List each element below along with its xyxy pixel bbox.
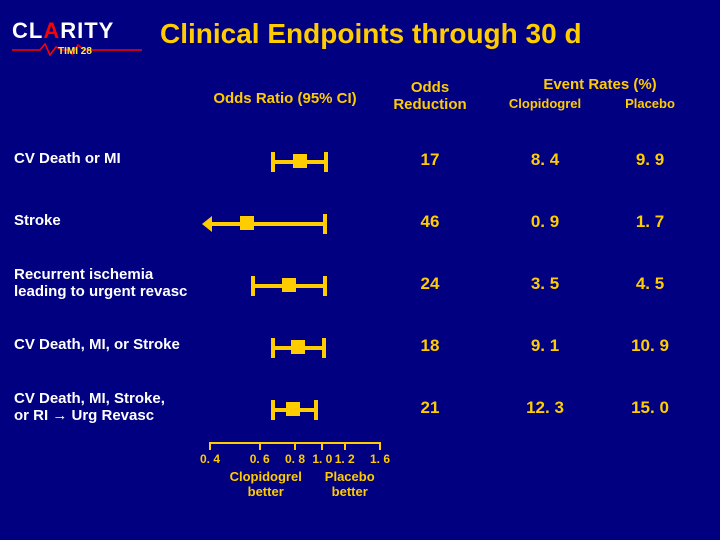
forest-plot bbox=[210, 316, 380, 378]
axis-tick bbox=[321, 442, 323, 450]
axis-tick-label: 1. 2 bbox=[330, 452, 360, 466]
value-odds-reduction: 46 bbox=[380, 212, 480, 232]
value-odds-reduction: 17 bbox=[380, 150, 480, 170]
column-headers: Odds Ratio (95% CI) OddsReduction Event … bbox=[0, 72, 720, 122]
header-clopidogrel: Clopidogrel bbox=[490, 96, 600, 111]
logo-sub: TIMI 28 bbox=[58, 46, 142, 57]
axis-label-right: Placebobetter bbox=[305, 470, 395, 500]
forest-plot bbox=[210, 192, 380, 254]
axis-tick-label: 0. 4 bbox=[195, 452, 225, 466]
ci-cap-right bbox=[314, 400, 318, 420]
row-label: Recurrent ischemia leading to urgent rev… bbox=[14, 266, 204, 301]
forest-row: CV Death, MI, Stroke,or RI → Urg Revasc 2… bbox=[0, 378, 720, 440]
ci-cap-left bbox=[251, 276, 255, 296]
row-label: CV Death, MI, Stroke,or RI → Urg Revasc bbox=[14, 390, 204, 425]
forest-row: Recurrent ischemia leading to urgent rev… bbox=[0, 254, 720, 316]
value-placebo: 1. 7 bbox=[600, 212, 700, 232]
value-clopidogrel: 3. 5 bbox=[490, 274, 600, 294]
header-placebo: Placebo bbox=[600, 96, 700, 111]
ci-cap-right bbox=[323, 276, 327, 296]
value-clopidogrel: 8. 4 bbox=[490, 150, 600, 170]
row-label: CV Death or MI bbox=[14, 150, 204, 167]
arrow-left-icon bbox=[202, 216, 212, 232]
ci-cap-left bbox=[271, 338, 275, 358]
axis-tick bbox=[379, 442, 381, 450]
value-odds-reduction: 24 bbox=[380, 274, 480, 294]
value-placebo: 4. 5 bbox=[600, 274, 700, 294]
slide-title: Clinical Endpoints through 30 d bbox=[160, 18, 582, 50]
point-estimate bbox=[240, 216, 254, 230]
value-clopidogrel: 9. 1 bbox=[490, 336, 600, 356]
ci-cap-right bbox=[324, 152, 328, 172]
forest-plot bbox=[210, 254, 380, 316]
logo-text: CLARITY bbox=[12, 18, 142, 44]
value-clopidogrel: 12. 3 bbox=[490, 398, 600, 418]
axis-tick bbox=[209, 442, 211, 450]
header-odds-reduction: OddsReduction bbox=[380, 80, 480, 113]
axis-tick bbox=[344, 442, 346, 450]
axis-label-left: Clopidogrelbetter bbox=[221, 470, 311, 500]
ci-line bbox=[210, 222, 325, 226]
value-placebo: 10. 9 bbox=[600, 336, 700, 356]
row-label: Stroke bbox=[14, 212, 204, 229]
ci-cap-right bbox=[322, 338, 326, 358]
ci-cap-left bbox=[271, 400, 275, 420]
value-odds-reduction: 18 bbox=[380, 336, 480, 356]
forest-row: Stroke 46 0. 91. 7 bbox=[0, 192, 720, 254]
header-event-rates: Event Rates (%) bbox=[490, 76, 710, 93]
ci-cap-right bbox=[323, 214, 327, 234]
point-estimate bbox=[286, 402, 300, 416]
ci-cap-left bbox=[271, 152, 275, 172]
value-clopidogrel: 0. 9 bbox=[490, 212, 600, 232]
forest-plot bbox=[210, 130, 380, 192]
forest-plot bbox=[210, 378, 380, 440]
value-placebo: 9. 9 bbox=[600, 150, 700, 170]
axis-tick bbox=[294, 442, 296, 450]
forest-row: CV Death, MI, or Stroke 18 9. 110. 9 bbox=[0, 316, 720, 378]
value-placebo: 15. 0 bbox=[600, 398, 700, 418]
logo: CLARITY TIMI 28 bbox=[12, 18, 142, 57]
point-estimate bbox=[291, 340, 305, 354]
axis-tick bbox=[259, 442, 261, 450]
header-odds-ratio: Odds Ratio (95% CI) bbox=[200, 90, 370, 107]
point-estimate bbox=[293, 154, 307, 168]
row-label: CV Death, MI, or Stroke bbox=[14, 336, 204, 353]
forest-row: CV Death or MI 17 8. 49. 9 bbox=[0, 130, 720, 192]
axis-tick-label: 0. 6 bbox=[245, 452, 275, 466]
forest-rows: CV Death or MI 17 8. 49. 9 Stroke 46 0. 91. 7… bbox=[0, 130, 720, 440]
axis-tick-label: 1. 6 bbox=[365, 452, 395, 466]
axis-tick-label: 0. 8 bbox=[280, 452, 310, 466]
point-estimate bbox=[282, 278, 296, 292]
value-odds-reduction: 21 bbox=[380, 398, 480, 418]
